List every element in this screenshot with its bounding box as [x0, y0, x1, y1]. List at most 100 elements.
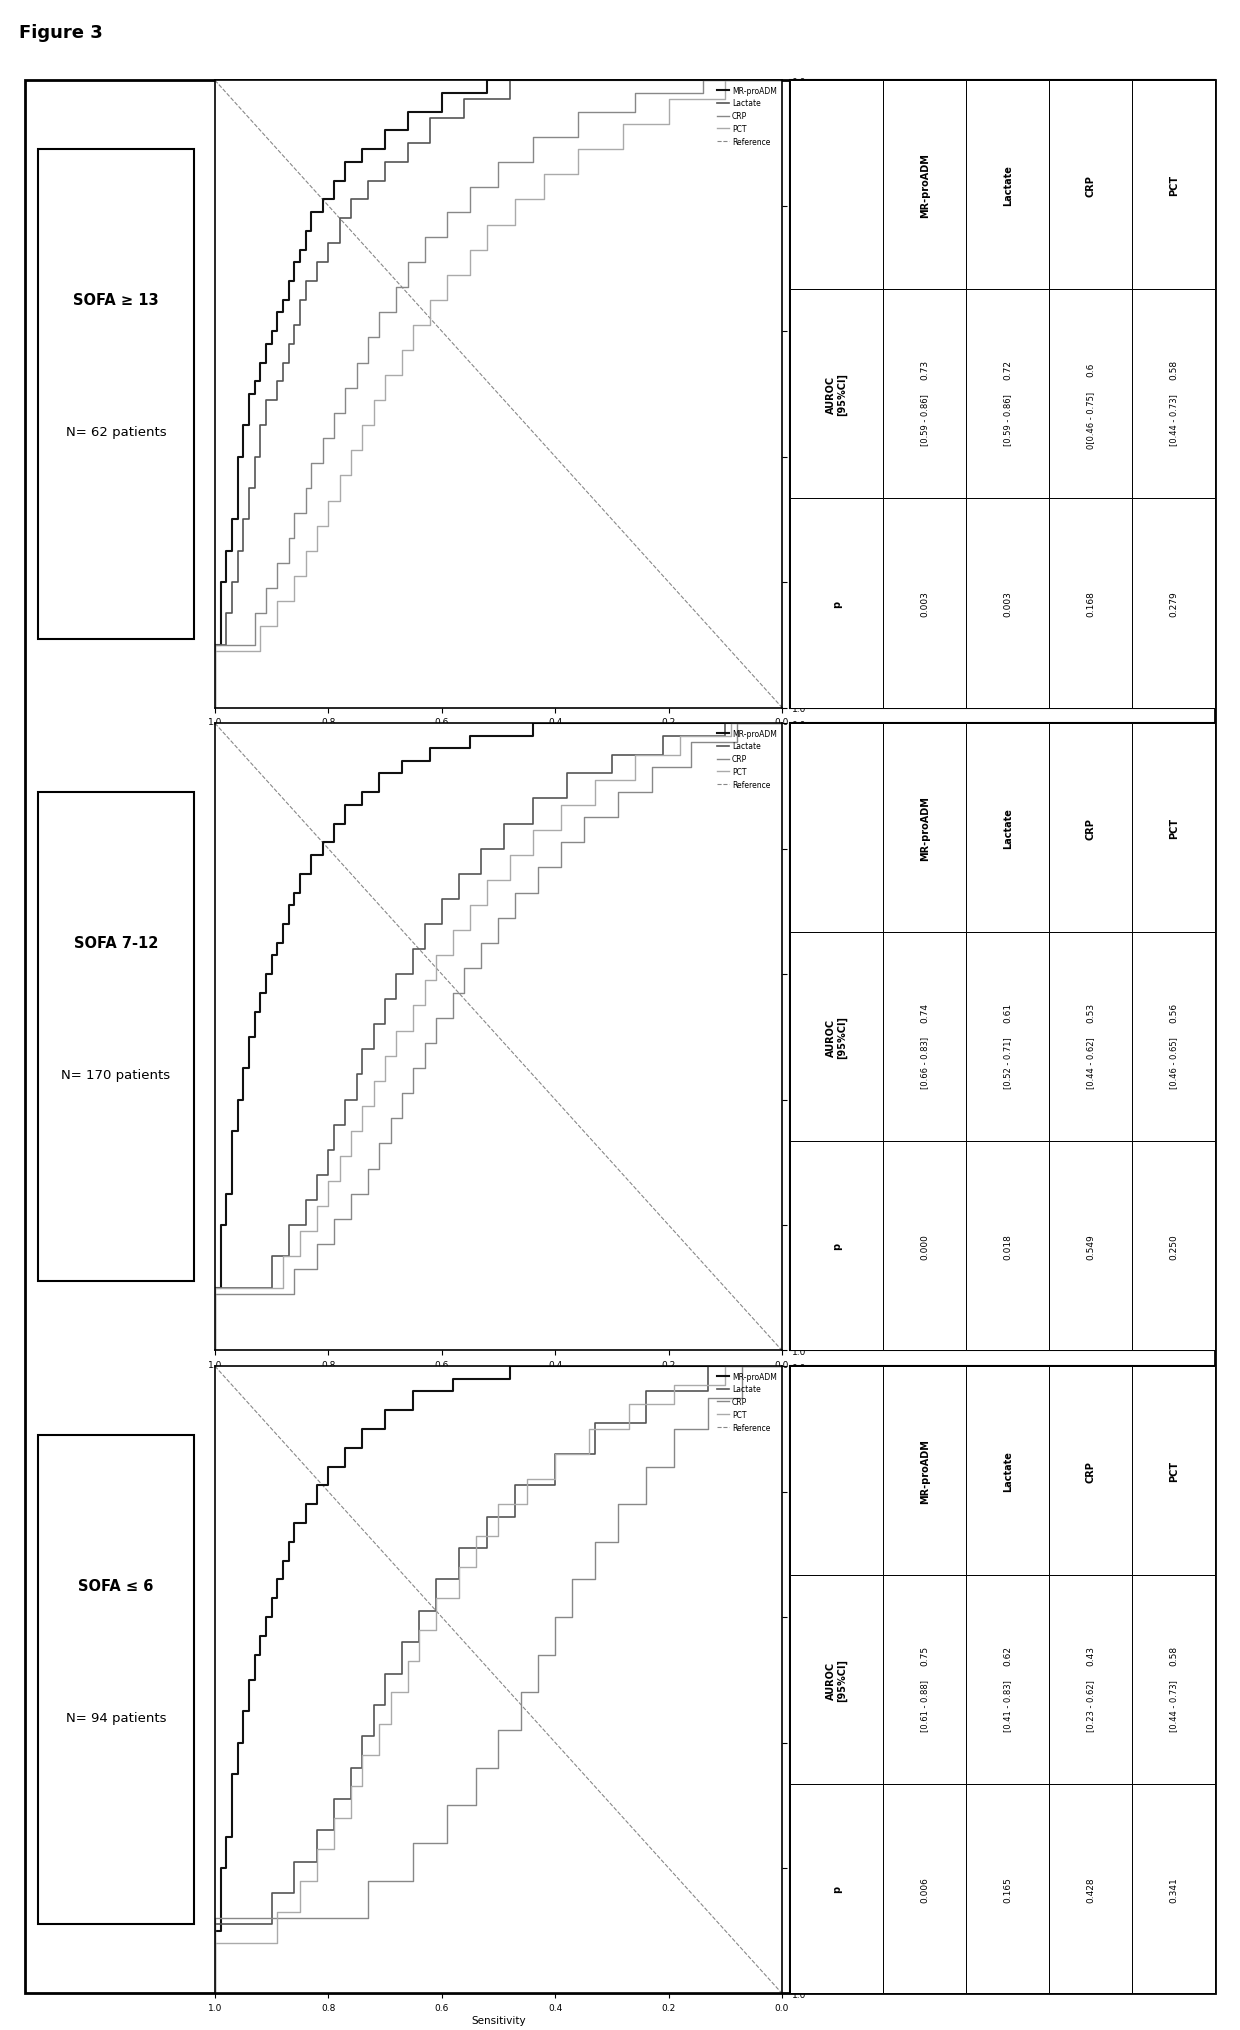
FancyBboxPatch shape	[883, 725, 966, 934]
Text: MR-proADM: MR-proADM	[920, 796, 930, 861]
Y-axis label: 1 - Specificity: 1 - Specificity	[808, 1003, 818, 1072]
Text: 0.018: 0.018	[1003, 1234, 1012, 1259]
FancyBboxPatch shape	[1049, 290, 1132, 499]
FancyBboxPatch shape	[966, 1575, 1049, 1784]
Text: PCT: PCT	[1169, 1460, 1179, 1482]
Text: CRP: CRP	[1086, 1460, 1096, 1482]
FancyBboxPatch shape	[37, 1435, 195, 1924]
Text: 0.73: 0.73	[920, 359, 930, 380]
Text: p: p	[832, 601, 842, 607]
Text: 0.72: 0.72	[1003, 359, 1012, 380]
FancyBboxPatch shape	[1132, 1141, 1215, 1350]
FancyBboxPatch shape	[790, 1575, 883, 1784]
Text: [0.41 - 0.83]: [0.41 - 0.83]	[1003, 1679, 1012, 1732]
Text: [0.44 - 0.62]: [0.44 - 0.62]	[1086, 1037, 1095, 1088]
Text: [0.44 - 0.73]: [0.44 - 0.73]	[1169, 1679, 1178, 1732]
Text: 0.53: 0.53	[1086, 1003, 1095, 1023]
FancyBboxPatch shape	[883, 81, 966, 290]
Text: Figure 3: Figure 3	[19, 24, 103, 43]
Text: 0.56: 0.56	[1169, 1003, 1178, 1023]
FancyBboxPatch shape	[790, 499, 883, 708]
Text: CRP: CRP	[1086, 818, 1096, 838]
FancyBboxPatch shape	[1132, 725, 1215, 934]
Text: 0.006: 0.006	[920, 1876, 930, 1902]
FancyBboxPatch shape	[966, 1784, 1049, 1993]
FancyBboxPatch shape	[883, 1575, 966, 1784]
FancyBboxPatch shape	[966, 499, 1049, 708]
X-axis label: Sensitivity: Sensitivity	[471, 2016, 526, 2026]
Text: PCT: PCT	[1169, 818, 1179, 838]
Text: [0.66 - 0.83]: [0.66 - 0.83]	[920, 1037, 930, 1088]
FancyBboxPatch shape	[790, 934, 883, 1141]
Text: SOFA ≤ 6: SOFA ≤ 6	[78, 1579, 154, 1594]
FancyBboxPatch shape	[790, 1141, 883, 1350]
FancyBboxPatch shape	[1049, 934, 1132, 1141]
Text: [0.59 - 0.86]: [0.59 - 0.86]	[1003, 394, 1012, 447]
FancyBboxPatch shape	[1049, 1366, 1132, 1575]
Text: 0[0.46 - 0.75]: 0[0.46 - 0.75]	[1086, 392, 1095, 449]
FancyBboxPatch shape	[1132, 1784, 1215, 1993]
FancyBboxPatch shape	[790, 81, 1215, 708]
Text: 0.003: 0.003	[920, 591, 930, 617]
FancyBboxPatch shape	[1049, 81, 1132, 290]
Text: 0.549: 0.549	[1086, 1234, 1095, 1259]
Text: p: p	[832, 1242, 842, 1250]
Text: [0.59 - 0.86]: [0.59 - 0.86]	[920, 394, 930, 447]
Text: p: p	[832, 1886, 842, 1892]
FancyBboxPatch shape	[883, 934, 966, 1141]
Text: 0.165: 0.165	[1003, 1876, 1012, 1902]
FancyBboxPatch shape	[883, 1141, 966, 1350]
FancyBboxPatch shape	[790, 725, 883, 934]
Text: Lactate: Lactate	[1003, 1451, 1013, 1492]
Text: 0.341: 0.341	[1169, 1876, 1178, 1902]
FancyBboxPatch shape	[1049, 1575, 1132, 1784]
Legend: MR-proADM, Lactate, CRP, PCT, Reference: MR-proADM, Lactate, CRP, PCT, Reference	[714, 83, 780, 150]
FancyBboxPatch shape	[966, 725, 1049, 934]
FancyBboxPatch shape	[1132, 499, 1215, 708]
FancyBboxPatch shape	[37, 794, 195, 1281]
FancyBboxPatch shape	[1132, 81, 1215, 290]
FancyBboxPatch shape	[1132, 1366, 1215, 1575]
Text: [0.52 - 0.71]: [0.52 - 0.71]	[1003, 1037, 1012, 1088]
FancyBboxPatch shape	[1132, 1575, 1215, 1784]
Legend: MR-proADM, Lactate, CRP, PCT, Reference: MR-proADM, Lactate, CRP, PCT, Reference	[714, 727, 780, 792]
Text: 0.61: 0.61	[1003, 1003, 1012, 1023]
Text: 0.000: 0.000	[920, 1234, 930, 1259]
FancyBboxPatch shape	[966, 1366, 1049, 1575]
Text: [0.61 - 0.88]: [0.61 - 0.88]	[920, 1679, 930, 1732]
Text: 0.74: 0.74	[920, 1003, 930, 1023]
FancyBboxPatch shape	[790, 1366, 1215, 1993]
Legend: MR-proADM, Lactate, CRP, PCT, Reference: MR-proADM, Lactate, CRP, PCT, Reference	[714, 1368, 780, 1435]
X-axis label: Sensitivity: Sensitivity	[471, 1372, 526, 1382]
FancyBboxPatch shape	[790, 290, 883, 499]
FancyBboxPatch shape	[966, 81, 1049, 290]
Text: [0.23 - 0.62]: [0.23 - 0.62]	[1086, 1679, 1095, 1732]
FancyBboxPatch shape	[883, 1366, 966, 1575]
FancyBboxPatch shape	[1132, 934, 1215, 1141]
X-axis label: Sensitivity: Sensitivity	[471, 729, 526, 739]
FancyBboxPatch shape	[966, 1141, 1049, 1350]
Text: Lactate: Lactate	[1003, 164, 1013, 207]
FancyBboxPatch shape	[1049, 1141, 1132, 1350]
FancyBboxPatch shape	[1049, 1784, 1132, 1993]
FancyBboxPatch shape	[966, 934, 1049, 1141]
Text: CRP: CRP	[1086, 175, 1096, 197]
Text: 0.62: 0.62	[1003, 1644, 1012, 1665]
Text: Lactate: Lactate	[1003, 808, 1013, 849]
Text: [0.46 - 0.65]: [0.46 - 0.65]	[1169, 1037, 1178, 1088]
Text: 0.279: 0.279	[1169, 591, 1178, 617]
Text: PCT: PCT	[1169, 175, 1179, 197]
FancyBboxPatch shape	[1049, 499, 1132, 708]
FancyBboxPatch shape	[883, 1784, 966, 1993]
Text: 0.003: 0.003	[1003, 591, 1012, 617]
Text: 0.75: 0.75	[920, 1644, 930, 1665]
Text: AUROC
[95%CI]: AUROC [95%CI]	[826, 1659, 848, 1701]
Text: AUROC
[95%CI]: AUROC [95%CI]	[826, 1015, 848, 1060]
FancyBboxPatch shape	[790, 1366, 883, 1575]
FancyBboxPatch shape	[883, 499, 966, 708]
Text: MR-proADM: MR-proADM	[920, 1439, 930, 1504]
Text: N= 94 patients: N= 94 patients	[66, 1711, 166, 1723]
Text: 0.43: 0.43	[1086, 1644, 1095, 1665]
FancyBboxPatch shape	[790, 1784, 883, 1993]
FancyBboxPatch shape	[966, 290, 1049, 499]
